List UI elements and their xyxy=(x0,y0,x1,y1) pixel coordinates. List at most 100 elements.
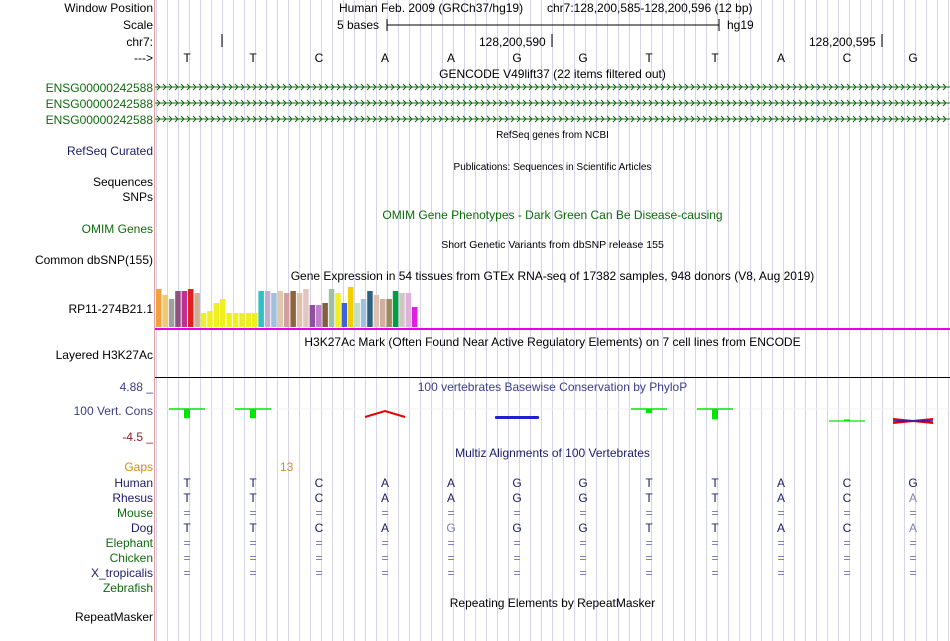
alignment-base: = xyxy=(579,506,587,520)
cons-max-label: 4.88 _ xyxy=(119,380,153,394)
gtex-tissue-bar xyxy=(328,289,335,327)
alignment-base: G xyxy=(512,491,522,505)
alignment-base: = xyxy=(909,566,917,580)
species-label-mouse[interactable]: Mouse xyxy=(116,506,153,520)
alignment-base: G xyxy=(446,521,456,535)
gtex-tissue-bar xyxy=(296,293,303,327)
gtex-track-title[interactable]: Gene Expression in 54 tissues from GTEx … xyxy=(290,269,815,283)
phylop-mark xyxy=(495,416,539,419)
base-letter: C xyxy=(842,51,852,65)
alignment-base: = xyxy=(645,506,653,520)
alignment-base: T xyxy=(645,521,653,535)
alignment-base: = xyxy=(513,536,521,550)
alignment-base: = xyxy=(843,566,851,580)
alignment-base: = xyxy=(447,506,455,520)
alignment-base: A xyxy=(446,476,455,490)
alignment-base: T xyxy=(183,521,191,535)
phylop-bar xyxy=(250,409,256,419)
base-letter: A xyxy=(776,51,785,65)
alignment-base: T xyxy=(645,476,653,490)
alignment-base: T xyxy=(249,491,257,505)
gtex-tissue-bar xyxy=(405,293,412,327)
alignment-base: C xyxy=(314,476,324,490)
gtex-tissue-bar xyxy=(354,303,360,327)
publications-track-title[interactable]: Publications: Sequences in Scientific Ar… xyxy=(453,162,652,173)
multiz-track-title[interactable]: Multiz Alignments of 100 Vertebrates xyxy=(455,446,650,460)
alignment-base: A xyxy=(380,521,389,535)
base-letter: T xyxy=(249,51,257,65)
gtex-tissue-bar xyxy=(239,313,245,327)
alignment-base: = xyxy=(183,566,191,580)
alignment-base: C xyxy=(842,521,852,535)
snps-label[interactable]: SNPs xyxy=(122,190,153,204)
cons-label[interactable]: 100 Vert. Cons xyxy=(73,404,153,418)
gencode-transcripts[interactable] xyxy=(155,80,950,128)
species-label-zebrafish[interactable]: Zebrafish xyxy=(102,581,153,595)
alignment-base: G xyxy=(908,476,918,490)
phylop-track-title[interactable]: 100 vertebrates Basewise Conservation by… xyxy=(417,380,688,394)
alignment-base: T xyxy=(183,476,191,490)
alignment-base: = xyxy=(777,506,785,520)
alignment-base: = xyxy=(777,551,785,565)
scale-bar xyxy=(386,19,720,31)
alignment-base: = xyxy=(909,536,917,550)
alignment-base: = xyxy=(711,551,719,565)
gencode-track-title[interactable]: GENCODE V49lift37 (22 items filtered out… xyxy=(439,67,666,81)
gtex-tissue-bar xyxy=(264,291,271,327)
alignment-base: A xyxy=(380,491,389,505)
alignment-base: = xyxy=(579,566,587,580)
species-label-chicken[interactable]: Chicken xyxy=(109,551,153,565)
base-letter: G xyxy=(512,51,522,65)
alignment-base: G xyxy=(512,521,522,535)
species-label-elephant[interactable]: Elephant xyxy=(105,536,153,550)
species-label-dog[interactable]: Dog xyxy=(130,521,153,535)
cons-min-label: -4.5 _ xyxy=(122,430,153,444)
gtex-tissue-bar xyxy=(156,289,162,327)
alignment-base: = xyxy=(645,551,653,565)
alignment-base: = xyxy=(249,536,257,550)
omim-track-title[interactable]: OMIM Gene Phenotypes - Dark Green Can Be… xyxy=(382,208,723,222)
gencode-item-2[interactable]: ENSG00000242588 xyxy=(45,97,153,111)
alignment-base: T xyxy=(249,476,257,490)
common-dbsnp-label[interactable]: Common dbSNP(155) xyxy=(34,253,153,267)
alignment-base: = xyxy=(381,536,389,550)
alignment-base: = xyxy=(843,551,851,565)
alignment-base: = xyxy=(183,506,191,520)
alignment-base: = xyxy=(381,566,389,580)
gencode-item-1[interactable]: ENSG00000242588 xyxy=(45,81,153,95)
omim-genes-label[interactable]: OMIM Genes xyxy=(81,222,153,236)
h3k27ac-baseline xyxy=(155,377,950,378)
species-label-x_tropicalis[interactable]: X_tropicalis xyxy=(90,566,153,580)
dbsnp-track-title[interactable]: Short Genetic Variants from dbSNP releas… xyxy=(441,239,664,251)
base-letter: A xyxy=(380,51,389,65)
gtex-gene-label[interactable]: RP11-274B21.1 xyxy=(68,302,153,316)
species-label-rhesus[interactable]: Rhesus xyxy=(112,491,153,505)
phylop-plot[interactable] xyxy=(155,396,950,436)
gtex-tissue-bar xyxy=(232,313,239,327)
gtex-expression-bars[interactable] xyxy=(155,284,950,332)
alignment-base: A xyxy=(446,491,455,505)
repeatmasker-track-title[interactable]: Repeating Elements by RepeatMasker xyxy=(449,596,656,610)
gtex-tissue-bar xyxy=(392,291,399,327)
scale-label: Scale xyxy=(122,18,153,32)
repeatmasker-label[interactable]: RepeatMasker xyxy=(74,610,153,624)
refseq-label[interactable]: RefSeq Curated xyxy=(66,144,153,158)
gencode-item-3[interactable]: ENSG00000242588 xyxy=(45,113,153,127)
strand-label: ---> xyxy=(134,51,153,65)
species-label-human[interactable]: Human xyxy=(114,476,153,490)
refseq-track-title[interactable]: RefSeq genes from NCBI xyxy=(496,130,609,141)
h3k27ac-track-title[interactable]: H3K27Ac Mark (Often Found Near Active Re… xyxy=(304,335,801,349)
phylop-bar xyxy=(646,409,652,413)
gtex-tissue-bar xyxy=(213,303,220,327)
gtex-tissue-bar xyxy=(380,299,386,327)
scale-text: 5 bases xyxy=(337,18,380,32)
alignment-base: G xyxy=(578,476,588,490)
alignment-base: = xyxy=(645,566,653,580)
h3k27ac-label[interactable]: Layered H3K27Ac xyxy=(55,348,153,362)
phylop-bar xyxy=(712,409,718,420)
sequences-label[interactable]: Sequences xyxy=(92,175,153,189)
alignment-base: G xyxy=(578,491,588,505)
chr-label: chr7: xyxy=(126,35,153,49)
gtex-tissue-bar xyxy=(226,313,232,327)
base-letter: G xyxy=(578,51,588,65)
